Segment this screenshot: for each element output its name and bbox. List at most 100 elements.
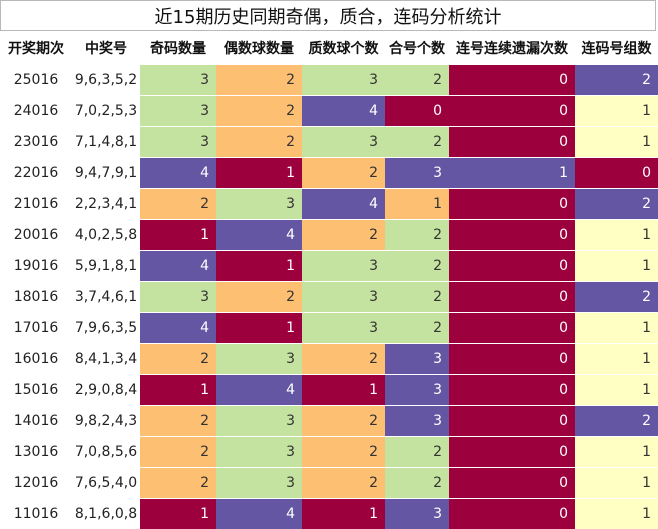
prime-count-cell: 2	[302, 158, 385, 189]
odd-count-cell: 2	[140, 189, 216, 220]
prime-count-cell: 2	[302, 406, 385, 437]
even-count-cell: 1	[216, 313, 302, 344]
odd-count-cell: 4	[140, 251, 216, 282]
even-count-cell: 2	[216, 127, 302, 158]
period-cell: 16016	[0, 344, 72, 375]
period-cell: 21016	[0, 189, 72, 220]
consecutive-groups-cell: 1	[575, 220, 658, 251]
odd-count-cell: 3	[140, 127, 216, 158]
prime-count-cell: 3	[302, 65, 385, 96]
composite-count-cell: 2	[385, 251, 449, 282]
composite-count-cell: 2	[385, 313, 449, 344]
prime-count-cell: 2	[302, 220, 385, 251]
consecutive-miss-cell: 0	[449, 499, 575, 529]
composite-count-cell: 3	[385, 344, 449, 375]
period-cell: 14016	[0, 406, 72, 437]
winning-numbers-cell: 3,7,4,6,1	[72, 282, 140, 313]
period-cell: 19016	[0, 251, 72, 282]
period-cell: 17016	[0, 313, 72, 344]
even-count-cell: 2	[216, 282, 302, 313]
even-count-cell: 3	[216, 406, 302, 437]
odd-count-cell: 4	[140, 158, 216, 189]
prime-count-cell: 4	[302, 189, 385, 220]
header-numbers: 中奖号	[72, 32, 140, 65]
odd-count-cell: 2	[140, 468, 216, 499]
consecutive-miss-cell: 0	[449, 96, 575, 127]
consecutive-miss-cell: 0	[449, 313, 575, 344]
consecutive-groups-cell: 0	[575, 158, 658, 189]
winning-numbers-cell: 2,9,0,8,4	[72, 375, 140, 406]
consecutive-groups-cell: 1	[575, 375, 658, 406]
winning-numbers-cell: 2,2,3,4,1	[72, 189, 140, 220]
even-count-cell: 1	[216, 251, 302, 282]
header-consecutive-groups: 连码号组数	[575, 32, 658, 65]
prime-count-cell: 4	[302, 96, 385, 127]
period-cell: 11016	[0, 499, 72, 529]
header-composite-count: 合号个数	[385, 32, 449, 65]
composite-count-cell: 2	[385, 437, 449, 468]
prime-count-cell: 1	[302, 499, 385, 529]
composite-count-cell: 2	[385, 220, 449, 251]
composite-count-cell: 2	[385, 127, 449, 158]
consecutive-groups-cell: 1	[575, 437, 658, 468]
prime-count-cell: 3	[302, 251, 385, 282]
even-count-cell: 3	[216, 189, 302, 220]
header-row: 开奖期次 中奖号 奇码数量 偶数球数量 质数球个数 合号个数 连号连续遗漏次数 …	[0, 32, 658, 65]
winning-numbers-cell: 7,6,5,4,0	[72, 468, 140, 499]
consecutive-miss-cell: 0	[449, 375, 575, 406]
period-cell: 18016	[0, 282, 72, 313]
page-title: 近15期历史同期奇偶，质合，连码分析统计	[0, 0, 656, 31]
odd-count-cell: 2	[140, 406, 216, 437]
consecutive-groups-cell: 2	[575, 406, 658, 437]
odd-count-cell: 4	[140, 313, 216, 344]
consecutive-miss-cell: 0	[449, 282, 575, 313]
consecutive-miss-cell: 1	[449, 158, 575, 189]
odd-count-cell: 2	[140, 344, 216, 375]
prime-count-cell: 2	[302, 437, 385, 468]
consecutive-groups-cell: 2	[575, 65, 658, 96]
period-cell: 23016	[0, 127, 72, 158]
winning-numbers-cell: 8,4,1,3,4	[72, 344, 140, 375]
even-count-cell: 3	[216, 344, 302, 375]
winning-numbers-cell: 7,9,6,3,5	[72, 313, 140, 344]
header-consecutive-miss: 连号连续遗漏次数	[449, 32, 575, 65]
composite-count-cell: 3	[385, 499, 449, 529]
even-count-cell: 4	[216, 375, 302, 406]
winning-numbers-cell: 8,1,6,0,8	[72, 499, 140, 529]
even-count-cell: 3	[216, 468, 302, 499]
header-period: 开奖期次	[0, 32, 72, 65]
winning-numbers-cell: 9,6,3,5,2	[72, 65, 140, 96]
even-count-cell: 1	[216, 158, 302, 189]
consecutive-miss-cell: 0	[449, 65, 575, 96]
period-cell: 22016	[0, 158, 72, 189]
prime-count-cell: 2	[302, 344, 385, 375]
stats-table: 开奖期次 中奖号 奇码数量 偶数球数量 质数球个数 合号个数 连号连续遗漏次数 …	[0, 32, 658, 529]
consecutive-groups-cell: 1	[575, 96, 658, 127]
winning-numbers-cell: 7,0,8,5,6	[72, 437, 140, 468]
composite-count-cell: 0	[385, 96, 449, 127]
odd-count-cell: 2	[140, 437, 216, 468]
stats-panel: 近15期历史同期奇偶，质合，连码分析统计 开奖期次 中奖号 奇码数量 偶数球数量…	[0, 0, 658, 516]
even-count-cell: 2	[216, 96, 302, 127]
consecutive-groups-cell: 1	[575, 499, 658, 529]
odd-count-cell: 1	[140, 375, 216, 406]
consecutive-groups-cell: 2	[575, 189, 658, 220]
odd-count-cell: 3	[140, 96, 216, 127]
header-odd-count: 奇码数量	[140, 32, 216, 65]
composite-count-cell: 2	[385, 468, 449, 499]
even-count-cell: 4	[216, 220, 302, 251]
consecutive-miss-cell: 0	[449, 189, 575, 220]
consecutive-miss-cell: 0	[449, 406, 575, 437]
prime-count-cell: 1	[302, 375, 385, 406]
period-cell: 20016	[0, 220, 72, 251]
consecutive-miss-cell: 0	[449, 220, 575, 251]
